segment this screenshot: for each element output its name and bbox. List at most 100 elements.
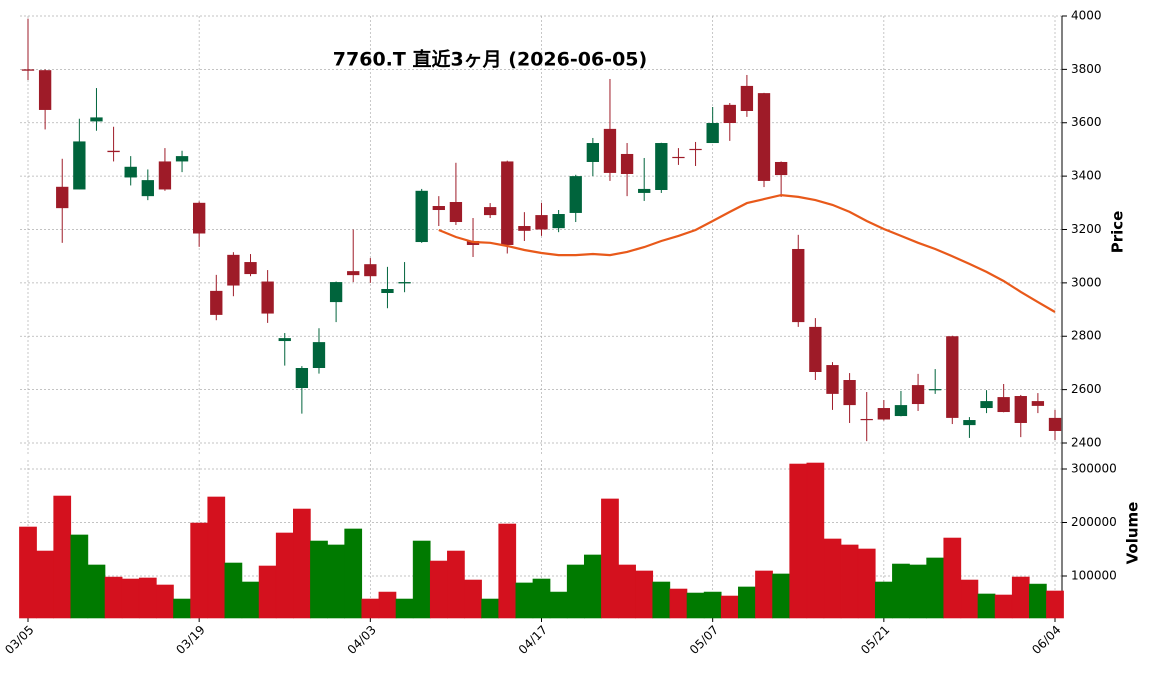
candle-body: [586, 143, 600, 162]
candle-body: [860, 418, 873, 421]
volume-bar: [224, 562, 243, 619]
candle-body: [158, 161, 172, 190]
volume-bar: [857, 548, 876, 619]
candle-body: [449, 202, 463, 223]
candle-body: [518, 226, 531, 231]
moving-average: [438, 193, 1056, 313]
y-tick-label: 4000: [1071, 9, 1102, 23]
volume-bar: [173, 598, 191, 619]
candle-body: [347, 271, 360, 276]
volume-bar: [412, 540, 431, 619]
candle-body: [38, 70, 52, 110]
volume-bar: [395, 598, 414, 619]
candle-body: [193, 202, 206, 234]
volume-bar: [977, 593, 996, 619]
volume-bar: [789, 463, 808, 619]
volume-bar: [447, 550, 465, 619]
volume-bar: [275, 532, 294, 619]
candle-body: [398, 282, 411, 284]
candle-body: [210, 290, 223, 315]
candle-body: [638, 188, 651, 193]
volume-bar: [601, 498, 619, 619]
candle-body: [312, 342, 326, 369]
volume-bar: [635, 570, 654, 619]
volume-bar: [498, 523, 517, 619]
volume-bar: [823, 538, 842, 619]
volume-bar: [293, 508, 311, 619]
volume-bar: [943, 537, 962, 619]
candle-body: [535, 215, 548, 230]
candle-body: [655, 143, 668, 190]
candle-body: [723, 104, 736, 124]
candle-body: [877, 408, 890, 420]
volume-bar: [874, 581, 893, 619]
volume-bar: [19, 526, 37, 619]
candle-body: [261, 281, 274, 314]
x-tick-label: 04/17: [516, 623, 550, 657]
volume-bar: [104, 576, 123, 619]
candle-body: [295, 368, 309, 389]
x-tick-label: 04/03: [345, 623, 379, 657]
volume-bar: [327, 544, 345, 619]
volume-axis-label: Volume: [1124, 502, 1142, 565]
volume-bar: [755, 570, 773, 619]
candle-body: [227, 254, 240, 286]
volume-bar: [378, 591, 397, 619]
volume-bar: [994, 594, 1013, 619]
volume-bar: [618, 564, 636, 619]
candle-body: [689, 148, 702, 151]
y-tick-label: 3200: [1071, 222, 1102, 236]
candle-body: [569, 176, 582, 213]
candle-body: [672, 156, 685, 159]
candle-body: [1031, 401, 1045, 406]
candle-body: [381, 289, 394, 294]
candle-body: [415, 190, 428, 243]
chart-title: 7760.T 直近3ヶ月 (2026-06-05): [333, 48, 647, 71]
x-tick-label: 05/21: [858, 623, 892, 657]
candle-body: [843, 380, 856, 406]
volume-bar: [138, 577, 157, 619]
volume-bar: [892, 563, 910, 619]
candle-body: [244, 262, 257, 275]
volume-bar: [532, 578, 551, 619]
candle-body: [706, 123, 719, 144]
volume-bar: [652, 581, 671, 619]
candle-body: [432, 206, 445, 211]
candle-body: [774, 161, 788, 176]
volume-bar: [909, 564, 927, 619]
y-tick-label: 2600: [1071, 382, 1102, 396]
volume-bar: [703, 591, 722, 619]
candle-body: [278, 338, 291, 342]
volume-bar: [70, 534, 89, 619]
volume-bar: [686, 592, 705, 619]
volume-bar: [121, 578, 140, 619]
candle-body: [90, 117, 103, 122]
volume-bar: [190, 522, 209, 619]
volume-bar: [515, 582, 534, 619]
candle-body: [997, 397, 1010, 413]
volume-bar: [207, 496, 226, 619]
volume-bar: [840, 544, 859, 619]
candle-body: [894, 405, 908, 417]
candle-body: [929, 389, 942, 391]
candle-body: [792, 248, 805, 323]
candle-body: [963, 420, 976, 426]
volume-bar: [720, 595, 739, 619]
volume-bar: [549, 591, 568, 619]
candle-body: [107, 150, 120, 153]
volume-bar: [1029, 583, 1047, 619]
y-tick-label: 3400: [1071, 169, 1102, 183]
candle-body: [911, 385, 925, 405]
y-tick-label: 2400: [1071, 435, 1102, 449]
candle-body: [603, 128, 617, 173]
volume-bar: [344, 528, 363, 619]
volume-bar: [669, 588, 688, 619]
candle-body: [364, 264, 377, 277]
volume-bar: [429, 560, 448, 619]
candle-body: [483, 207, 497, 216]
candle-body: [826, 365, 839, 394]
candle-body: [73, 141, 86, 190]
volume-bar: [53, 495, 72, 619]
y-tick-label: 3800: [1071, 62, 1102, 76]
